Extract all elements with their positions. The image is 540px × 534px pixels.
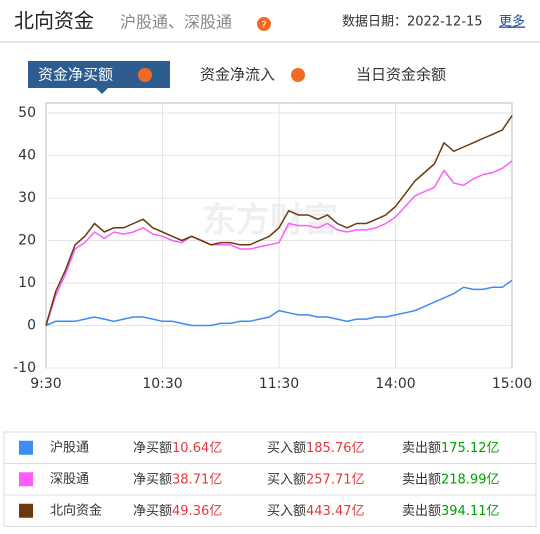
x-tick-label: 11:30 <box>259 376 299 392</box>
cell-value: 443.47亿 <box>306 503 365 518</box>
tab[interactable]: 资金净流入 <box>200 66 275 84</box>
y-tick-label: -10 <box>13 360 36 376</box>
cell: 净买额38.71亿 <box>133 472 222 487</box>
legend-swatch <box>19 440 33 455</box>
watermark: 东方财富 <box>202 201 338 241</box>
y-tick-label: 10 <box>18 275 36 291</box>
cell-value: 175.12亿 <box>441 440 500 455</box>
series-name: 深股通 <box>50 472 89 487</box>
cell-label: 净买额 <box>133 503 172 518</box>
help-icon[interactable] <box>257 17 271 31</box>
help-mark: ? <box>261 20 266 31</box>
x-tick-label: 10:30 <box>142 376 182 392</box>
cell-value: 10.64亿 <box>172 440 222 455</box>
cell: 买入额185.76亿 <box>267 440 365 455</box>
help-icon[interactable] <box>291 68 305 82</box>
cell-label: 净买额 <box>133 440 172 455</box>
series-line <box>45 160 513 326</box>
cell-value: 49.36亿 <box>172 503 222 518</box>
cell: 卖出额394.11亿 <box>402 503 500 518</box>
help-icon[interactable] <box>138 68 152 82</box>
cell: 净买额49.36亿 <box>133 503 222 518</box>
legend-swatch <box>19 503 33 518</box>
tab-pointer <box>96 88 108 94</box>
cell: 净买额10.64亿 <box>133 440 222 455</box>
x-tick-label: 15:00 <box>492 376 532 392</box>
x-tick-label: 14:00 <box>375 376 415 392</box>
cell: 买入额443.47亿 <box>267 503 365 518</box>
cell-value: 394.11亿 <box>441 503 500 518</box>
cell-label: 买入额 <box>267 440 306 455</box>
cell-label: 买入额 <box>267 472 306 487</box>
tab[interactable]: 当日资金余额 <box>356 66 446 84</box>
y-tick-label: 0 <box>27 318 36 334</box>
cell: 卖出额175.12亿 <box>402 440 500 455</box>
more-link[interactable]: 更多 <box>499 14 525 30</box>
series-name: 北向资金 <box>50 502 102 518</box>
cell-label: 卖出额 <box>402 472 441 487</box>
cell-label: 净买额 <box>133 472 172 487</box>
cell-label: 卖出额 <box>402 503 441 518</box>
y-tick-label: 20 <box>18 233 36 249</box>
cell: 买入额257.71亿 <box>267 472 365 487</box>
y-tick-label: 40 <box>18 148 36 164</box>
cell-value: 185.76亿 <box>306 440 365 455</box>
date: 数据日期：2022-12-15 <box>342 15 483 30</box>
legend-swatch <box>19 472 33 487</box>
series-line <box>45 115 513 326</box>
cell-value: 38.71亿 <box>172 472 222 487</box>
y-tick-label: 30 <box>18 190 36 206</box>
subtitle: 沪股通、深股通 <box>120 13 232 32</box>
cell-value: 257.71亿 <box>306 472 365 487</box>
title: 北向资金 <box>14 9 94 33</box>
series-name: 沪股通 <box>50 439 89 455</box>
cell-label: 买入额 <box>267 503 306 518</box>
x-tick-label: 9:30 <box>30 376 61 392</box>
cell: 卖出额218.99亿 <box>402 472 500 487</box>
table-frame <box>3 431 537 527</box>
cell-label: 卖出额 <box>402 440 441 455</box>
series-line <box>45 279 513 327</box>
tab[interactable]: 资金净买额 <box>38 66 113 84</box>
y-tick-label: 50 <box>18 105 36 121</box>
cell-value: 218.99亿 <box>441 472 500 487</box>
